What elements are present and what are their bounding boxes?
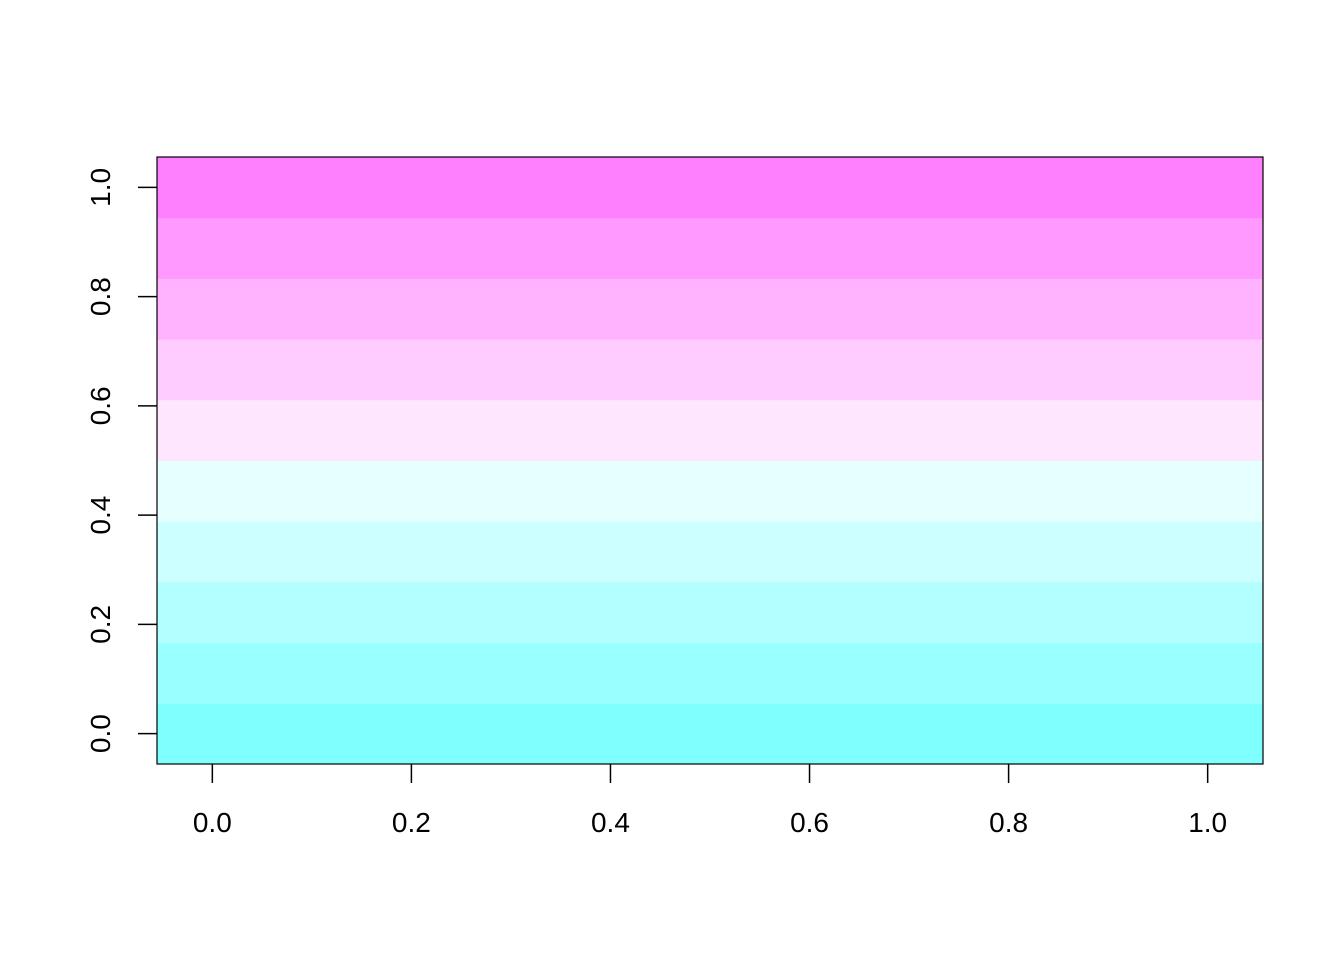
y-tick-label: 0.2	[85, 605, 116, 644]
x-tick-label: 0.4	[591, 807, 630, 838]
band	[157, 157, 1263, 219]
y-tick-label: 0.8	[85, 277, 116, 316]
x-tick-label: 0.0	[193, 807, 232, 838]
band	[157, 339, 1263, 401]
band	[157, 399, 1263, 461]
band	[157, 521, 1263, 583]
y-tick-label: 0.0	[85, 714, 116, 753]
band	[157, 581, 1263, 644]
x-tick-label: 0.2	[392, 807, 431, 838]
band	[157, 278, 1263, 340]
y-tick-label: 1.0	[85, 168, 116, 207]
x-tick-label: 0.6	[790, 807, 829, 838]
band	[157, 217, 1263, 279]
band	[157, 703, 1263, 765]
plot-frame	[156, 156, 1264, 765]
band	[157, 642, 1263, 704]
band	[157, 460, 1263, 522]
y-tick-label: 0.4	[85, 496, 116, 535]
x-tick-label: 0.8	[989, 807, 1028, 838]
x-tick-label: 1.0	[1188, 807, 1227, 838]
y-tick-label: 0.6	[85, 386, 116, 425]
